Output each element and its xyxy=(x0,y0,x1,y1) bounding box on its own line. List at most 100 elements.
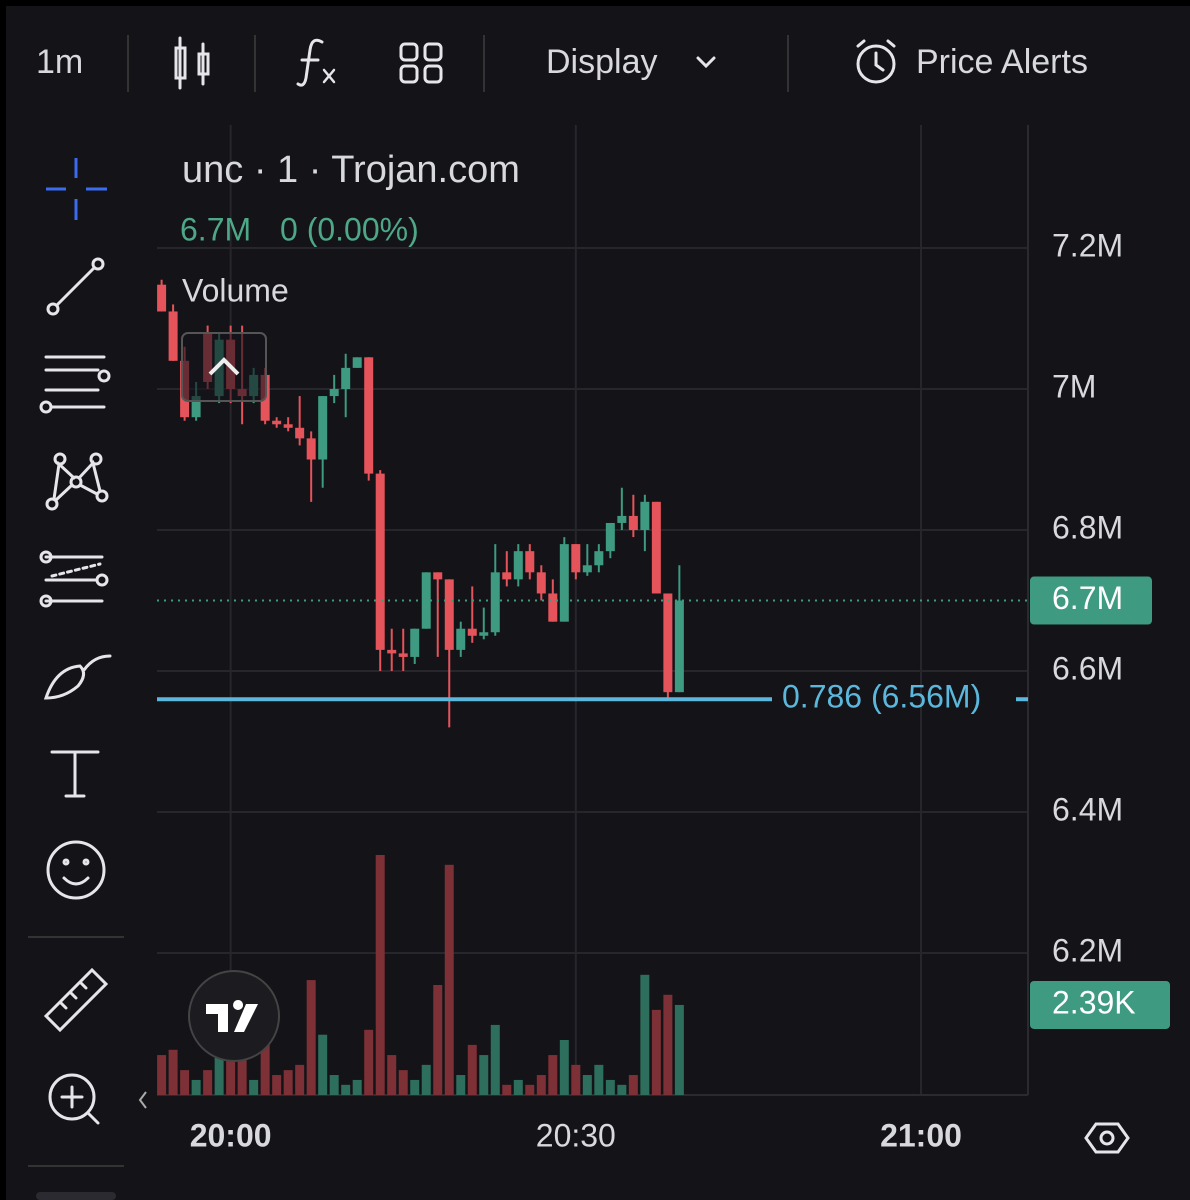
text-tool[interactable] xyxy=(50,750,100,798)
y-tick-label: 6.2M xyxy=(1052,932,1123,968)
candle-body xyxy=(651,501,661,594)
volume-bar xyxy=(387,1055,397,1095)
volume-bar xyxy=(295,1064,305,1095)
candle-body xyxy=(364,357,374,474)
candle-icon[interactable] xyxy=(174,36,210,90)
volume-bar xyxy=(467,1044,477,1095)
chevron-up xyxy=(208,357,240,376)
y-tick-label: 6.6M xyxy=(1052,650,1123,686)
volume-bar xyxy=(318,1034,328,1095)
volume-bar xyxy=(421,1064,431,1095)
candle-body xyxy=(571,544,581,573)
volume-bar xyxy=(237,1059,247,1095)
brush-tool[interactable] xyxy=(43,654,112,700)
volume-bar xyxy=(582,1075,592,1095)
volume-bar xyxy=(433,984,443,1095)
x-tick-label: 20:30 xyxy=(536,1117,616,1153)
price-label: 6.7M xyxy=(1052,580,1123,616)
candle-body xyxy=(341,367,351,390)
candle-body xyxy=(410,628,420,657)
candle-body xyxy=(548,593,558,622)
volume-bar xyxy=(191,1079,201,1095)
volume-bar xyxy=(168,1049,178,1095)
volume-bar xyxy=(226,1055,236,1095)
price-alerts[interactable]: Price Alerts xyxy=(916,43,1088,81)
volume-bar xyxy=(605,1079,615,1095)
chevron xyxy=(696,56,716,69)
y-tick-label: 6.4M xyxy=(1052,791,1123,827)
volume-bar xyxy=(283,1070,293,1095)
volume-bar xyxy=(571,1064,581,1095)
fib-tool[interactable] xyxy=(39,355,111,414)
candle-body xyxy=(283,424,293,428)
price-label-box xyxy=(1030,576,1152,625)
timeframe[interactable]: 1m xyxy=(36,43,83,81)
volume-bar xyxy=(306,980,316,1095)
collapse-button[interactable] xyxy=(181,332,267,402)
volume-bar xyxy=(536,1075,546,1095)
candle-body xyxy=(674,600,684,693)
volume-bar xyxy=(617,1084,627,1095)
zoom-tool[interactable] xyxy=(48,1073,100,1125)
candle-body xyxy=(157,284,167,312)
emoji-tool[interactable] xyxy=(46,840,106,900)
display-menu[interactable]: Display xyxy=(546,43,657,81)
candle-body xyxy=(536,572,546,594)
layout-icon[interactable] xyxy=(399,42,443,84)
volume-bar xyxy=(663,994,673,1095)
volume-label: 2.39K xyxy=(1052,984,1136,1020)
volume-bar xyxy=(444,864,454,1095)
volume-title: Volume xyxy=(182,272,289,308)
candle-body xyxy=(421,572,431,629)
volume-bar xyxy=(260,1019,270,1095)
settings-icon[interactable] xyxy=(1084,1122,1130,1154)
line-tool[interactable] xyxy=(46,257,105,316)
candle-body xyxy=(456,628,466,650)
volume-bar xyxy=(548,1055,558,1095)
candle-body xyxy=(640,501,650,531)
candle-body xyxy=(318,396,328,460)
volume-bar xyxy=(490,1024,500,1095)
scroll-handle xyxy=(36,1192,116,1200)
legend-price: 6.7M xyxy=(180,211,251,247)
volume-bar xyxy=(513,1079,523,1095)
volume-bar xyxy=(640,974,650,1095)
chart-title: unc · 1 · Trojan.com xyxy=(182,149,520,191)
crosshair-tool[interactable] xyxy=(46,158,107,220)
volume-bar xyxy=(341,1084,351,1095)
tv-logo[interactable] xyxy=(188,970,280,1062)
candle-body xyxy=(559,544,569,622)
candle-body xyxy=(375,473,385,650)
candle-body xyxy=(663,593,673,693)
candle-body xyxy=(617,515,627,523)
volume-bar xyxy=(375,855,385,1095)
ruler-tool[interactable] xyxy=(43,967,109,1033)
candle-body xyxy=(168,311,178,361)
volume-bar xyxy=(410,1079,420,1095)
volume-bar xyxy=(628,1075,638,1095)
projection-tool[interactable] xyxy=(39,550,109,608)
indicator-icon[interactable] xyxy=(296,38,336,87)
volume-bar xyxy=(594,1064,604,1095)
candle-body xyxy=(502,572,512,580)
pattern-tool[interactable] xyxy=(45,452,109,511)
candle-body xyxy=(467,628,477,636)
candle-body xyxy=(352,357,362,368)
candle-body xyxy=(295,427,305,439)
candle-body xyxy=(513,551,523,580)
volume-bar xyxy=(249,1079,259,1095)
volume-bar xyxy=(203,1070,213,1095)
candle-body xyxy=(479,632,489,636)
collapse-arrow[interactable] xyxy=(138,1091,147,1109)
volume-bar xyxy=(352,1079,362,1095)
candle-body xyxy=(398,653,408,657)
legend-change: 0 (0.00%) xyxy=(280,211,419,247)
candle-body xyxy=(191,396,201,418)
candle-body xyxy=(444,579,454,650)
volume-bar xyxy=(559,1039,569,1095)
x-tick-label: 21:00 xyxy=(880,1117,962,1153)
volume-bar xyxy=(214,1039,224,1095)
alarm-icon[interactable] xyxy=(856,39,896,84)
fib-label: 0.786 (6.56M) xyxy=(782,679,981,715)
volume-bar xyxy=(272,1075,282,1095)
